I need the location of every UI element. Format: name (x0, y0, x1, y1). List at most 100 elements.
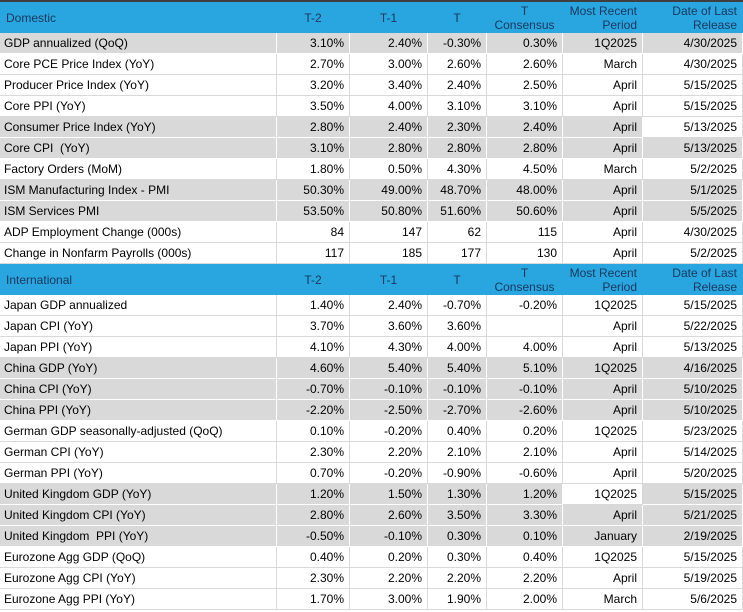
cell[interactable]: 5/22/2025 (643, 316, 743, 337)
cell[interactable]: 3.20% (277, 75, 350, 96)
cell[interactable]: 48.00% (487, 180, 563, 201)
cell[interactable]: April (563, 96, 643, 117)
cell[interactable]: 2.30% (277, 568, 350, 589)
row-label[interactable]: German GDP seasonally-adjusted (QoQ) (0, 421, 277, 442)
cell[interactable]: 2.50% (487, 75, 563, 96)
row-label[interactable]: Japan GDP annualized (0, 295, 277, 316)
cell[interactable]: April (563, 316, 643, 337)
cell[interactable]: -0.90% (428, 463, 487, 484)
cell[interactable]: -2.50% (350, 400, 428, 421)
cell[interactable]: 1.80% (277, 159, 350, 180)
cell[interactable]: -0.70% (428, 295, 487, 316)
cell[interactable]: April (563, 379, 643, 400)
cell[interactable]: January (563, 526, 643, 547)
cell[interactable]: 5/15/2025 (643, 96, 743, 117)
cell[interactable]: April (563, 75, 643, 96)
row-label[interactable]: German CPI (YoY) (0, 442, 277, 463)
cell[interactable]: 2.40% (350, 33, 428, 54)
cell[interactable]: 5/20/2025 (643, 463, 743, 484)
cell[interactable]: 117 (277, 243, 350, 264)
column-header-t-consensus[interactable]: T Consensus (487, 2, 563, 33)
cell[interactable]: 1.90% (428, 589, 487, 610)
cell[interactable]: 2.60% (428, 54, 487, 75)
cell[interactable]: 2.80% (277, 505, 350, 526)
cell[interactable]: 4.50% (487, 159, 563, 180)
cell[interactable]: 1Q2025 (563, 547, 643, 568)
cell[interactable]: 5/23/2025 (643, 421, 743, 442)
cell[interactable]: 5/6/2025 (643, 589, 743, 610)
cell[interactable]: 3.70% (277, 316, 350, 337)
cell[interactable]: April (563, 568, 643, 589)
column-header-date-of-last-release[interactable]: Date of Last Release (643, 2, 743, 33)
cell[interactable]: 4/30/2025 (643, 54, 743, 75)
section-title-domestic[interactable]: Domestic (0, 2, 277, 33)
row-label[interactable]: China GDP (YoY) (0, 358, 277, 379)
column-header-t-1[interactable]: T-1 (350, 2, 428, 33)
cell[interactable]: 84 (277, 222, 350, 243)
column-header-t[interactable]: T (428, 264, 487, 295)
row-label[interactable]: Factory Orders (MoM) (0, 159, 277, 180)
row-label[interactable]: Japan PPI (YoY) (0, 337, 277, 358)
cell[interactable]: 2.20% (350, 442, 428, 463)
cell[interactable]: 5/15/2025 (643, 75, 743, 96)
cell[interactable]: -0.60% (487, 463, 563, 484)
cell[interactable]: 4.10% (277, 337, 350, 358)
row-label[interactable]: United Kingdom CPI (YoY) (0, 505, 277, 526)
cell[interactable]: 5.10% (487, 358, 563, 379)
cell[interactable]: 0.10% (277, 421, 350, 442)
cell[interactable]: -0.20% (350, 463, 428, 484)
cell[interactable]: 1.20% (277, 484, 350, 505)
row-label[interactable]: Core PPI (YoY) (0, 96, 277, 117)
cell[interactable]: 1Q2025 (563, 33, 643, 54)
cell[interactable]: 4.00% (350, 96, 428, 117)
row-label[interactable]: United Kingdom PPI (YoY) (0, 526, 277, 547)
cell[interactable]: -0.50% (277, 526, 350, 547)
row-label[interactable]: Core PCE Price Index (YoY) (0, 54, 277, 75)
cell[interactable]: 2.80% (350, 138, 428, 159)
cell[interactable]: 2.60% (487, 54, 563, 75)
cell[interactable]: 4.30% (350, 337, 428, 358)
cell[interactable]: -2.20% (277, 400, 350, 421)
cell[interactable]: 5/2/2025 (643, 159, 743, 180)
cell[interactable]: 1.70% (277, 589, 350, 610)
column-header-t-1[interactable]: T-1 (350, 264, 428, 295)
cell[interactable]: 0.30% (487, 33, 563, 54)
cell[interactable]: 185 (350, 243, 428, 264)
cell[interactable]: 3.50% (277, 96, 350, 117)
cell[interactable]: 1.30% (428, 484, 487, 505)
column-header-date-of-last-release[interactable]: Date of Last Release (643, 264, 743, 295)
cell[interactable]: 5.40% (428, 358, 487, 379)
cell[interactable]: 4/30/2025 (643, 33, 743, 54)
cell[interactable]: 5/15/2025 (643, 547, 743, 568)
cell[interactable]: 51.60% (428, 201, 487, 222)
cell[interactable]: 3.60% (350, 316, 428, 337)
cell[interactable]: 130 (487, 243, 563, 264)
cell[interactable]: 2.80% (277, 117, 350, 138)
cell[interactable]: 0.70% (277, 463, 350, 484)
cell[interactable]: 2/19/2025 (643, 526, 743, 547)
cell[interactable]: 3.10% (277, 138, 350, 159)
cell[interactable]: April (563, 180, 643, 201)
cell[interactable]: 2.30% (428, 117, 487, 138)
cell[interactable]: 3.10% (428, 96, 487, 117)
cell[interactable]: April (563, 117, 643, 138)
cell[interactable]: 50.60% (487, 201, 563, 222)
cell[interactable]: 3.10% (487, 96, 563, 117)
cell[interactable]: 1Q2025 (563, 421, 643, 442)
cell[interactable]: 2.60% (350, 505, 428, 526)
cell[interactable]: 4.00% (428, 337, 487, 358)
row-label[interactable]: China PPI (YoY) (0, 400, 277, 421)
cell[interactable]: 5.40% (350, 358, 428, 379)
row-label[interactable]: GDP annualized (QoQ) (0, 33, 277, 54)
cell[interactable]: 0.30% (428, 547, 487, 568)
cell[interactable]: -0.20% (487, 295, 563, 316)
cell[interactable]: 0.20% (487, 421, 563, 442)
cell[interactable]: 49.00% (350, 180, 428, 201)
row-label[interactable]: Core CPI (YoY) (0, 138, 277, 159)
cell[interactable]: 3.00% (350, 589, 428, 610)
cell[interactable]: 5/13/2025 (643, 337, 743, 358)
cell[interactable]: 48.70% (428, 180, 487, 201)
cell[interactable]: 5/2/2025 (643, 243, 743, 264)
cell[interactable]: 4.60% (277, 358, 350, 379)
cell[interactable]: 5/21/2025 (643, 505, 743, 526)
